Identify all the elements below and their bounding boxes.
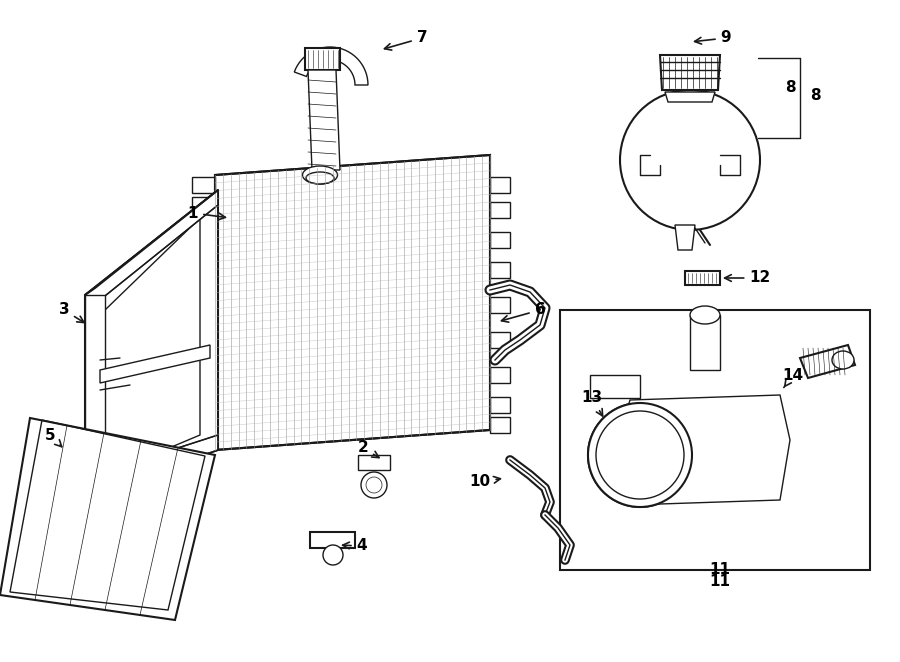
Polygon shape bbox=[85, 190, 218, 495]
Text: 4: 4 bbox=[343, 538, 367, 553]
Circle shape bbox=[323, 545, 343, 565]
Polygon shape bbox=[85, 295, 105, 495]
Text: 2: 2 bbox=[357, 440, 379, 457]
Polygon shape bbox=[690, 315, 720, 370]
Circle shape bbox=[620, 90, 760, 230]
Text: 10: 10 bbox=[470, 475, 500, 489]
Polygon shape bbox=[590, 375, 640, 398]
Text: 6: 6 bbox=[501, 303, 545, 322]
Text: 8: 8 bbox=[785, 81, 796, 95]
Polygon shape bbox=[305, 48, 340, 70]
Text: 8: 8 bbox=[810, 87, 820, 103]
Ellipse shape bbox=[832, 351, 854, 369]
Polygon shape bbox=[0, 418, 215, 620]
Text: 12: 12 bbox=[724, 271, 770, 285]
Text: 9: 9 bbox=[695, 30, 732, 46]
Text: 7: 7 bbox=[384, 30, 428, 50]
Text: 5: 5 bbox=[45, 428, 62, 447]
Polygon shape bbox=[675, 225, 695, 250]
Ellipse shape bbox=[302, 166, 338, 184]
Polygon shape bbox=[800, 345, 855, 378]
Circle shape bbox=[588, 403, 692, 507]
Polygon shape bbox=[294, 47, 368, 85]
Text: 14: 14 bbox=[782, 367, 804, 387]
Polygon shape bbox=[85, 435, 218, 495]
Polygon shape bbox=[685, 271, 720, 285]
Text: 11: 11 bbox=[709, 575, 731, 589]
Polygon shape bbox=[100, 345, 210, 383]
Ellipse shape bbox=[690, 306, 720, 324]
Polygon shape bbox=[85, 190, 218, 312]
Polygon shape bbox=[215, 155, 490, 450]
Text: 13: 13 bbox=[581, 391, 603, 416]
Polygon shape bbox=[358, 455, 390, 470]
Circle shape bbox=[588, 403, 692, 507]
Text: 11: 11 bbox=[709, 563, 731, 577]
Polygon shape bbox=[665, 92, 715, 102]
Text: 1: 1 bbox=[188, 205, 225, 220]
Circle shape bbox=[361, 472, 387, 498]
Polygon shape bbox=[615, 395, 790, 505]
Polygon shape bbox=[308, 70, 340, 170]
Polygon shape bbox=[310, 532, 355, 548]
Polygon shape bbox=[660, 55, 720, 90]
Text: 3: 3 bbox=[58, 303, 84, 322]
